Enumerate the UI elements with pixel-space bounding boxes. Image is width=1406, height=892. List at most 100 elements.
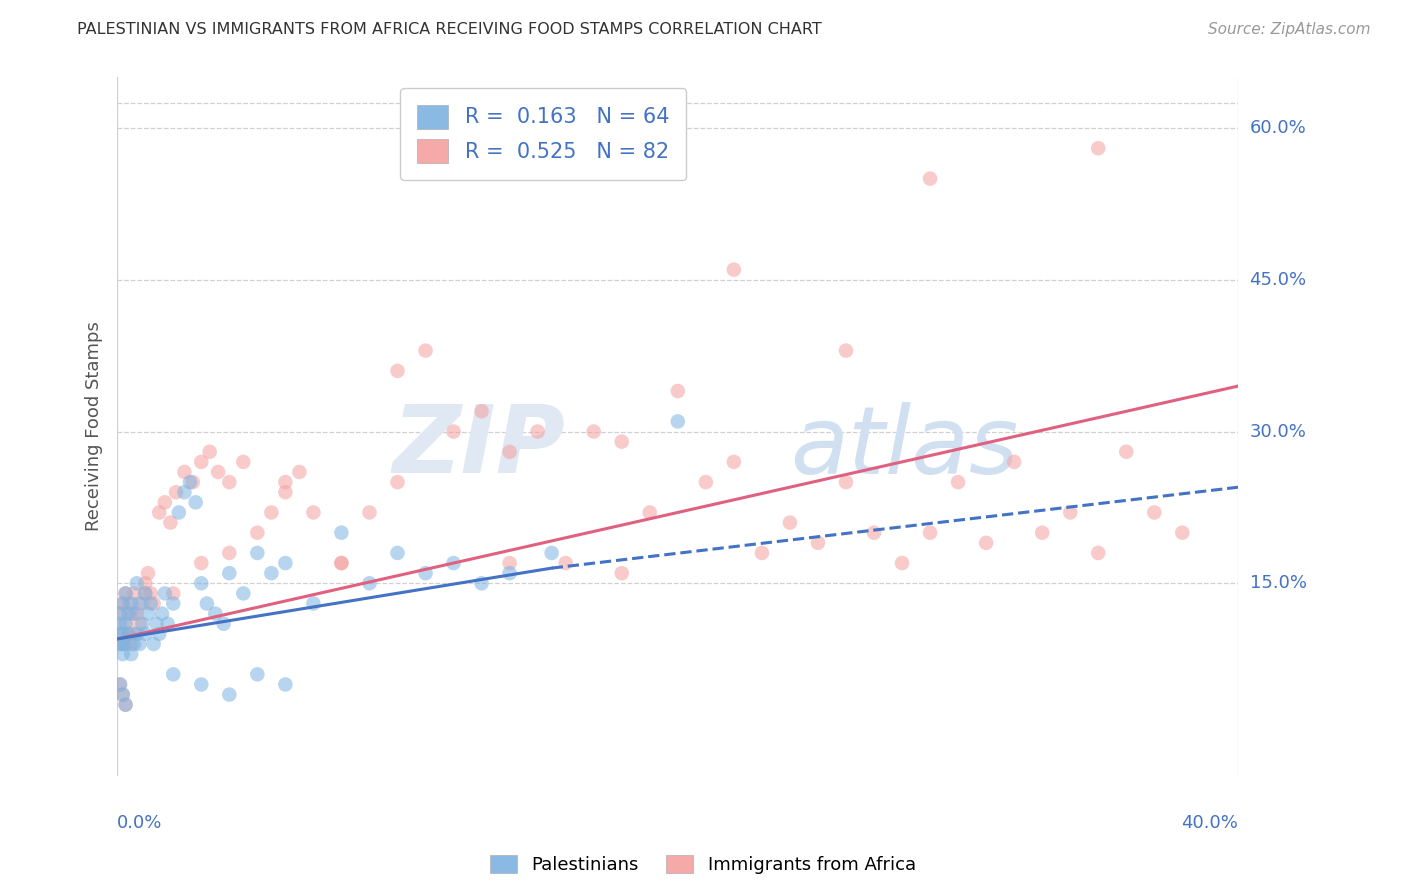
Point bbox=[274, 485, 297, 500]
Point bbox=[274, 475, 297, 489]
Point bbox=[156, 616, 179, 631]
Point bbox=[162, 586, 184, 600]
Point bbox=[134, 576, 156, 591]
Point bbox=[114, 698, 136, 712]
Point bbox=[498, 566, 520, 581]
Point bbox=[111, 627, 134, 641]
Point bbox=[108, 607, 131, 621]
Point bbox=[540, 546, 562, 560]
Point bbox=[108, 637, 131, 651]
Point bbox=[190, 455, 212, 469]
Point bbox=[139, 597, 162, 611]
Point bbox=[122, 627, 145, 641]
Point bbox=[108, 627, 131, 641]
Point bbox=[148, 627, 170, 641]
Point bbox=[162, 597, 184, 611]
Point bbox=[1087, 546, 1109, 560]
Point bbox=[330, 525, 353, 540]
Point bbox=[173, 465, 195, 479]
Point bbox=[184, 495, 207, 509]
Point bbox=[117, 597, 139, 611]
Text: 30.0%: 30.0% bbox=[1250, 423, 1306, 441]
Point bbox=[120, 607, 142, 621]
Point bbox=[920, 171, 942, 186]
Point bbox=[122, 586, 145, 600]
Point bbox=[150, 607, 173, 621]
Point bbox=[139, 586, 162, 600]
Point bbox=[218, 475, 240, 489]
Point bbox=[302, 506, 325, 520]
Point bbox=[111, 688, 134, 702]
Point bbox=[666, 414, 689, 428]
Point bbox=[134, 627, 156, 641]
Point bbox=[274, 556, 297, 570]
Point bbox=[134, 586, 156, 600]
Point bbox=[582, 425, 605, 439]
Point bbox=[131, 616, 153, 631]
Point bbox=[204, 607, 226, 621]
Point bbox=[1031, 525, 1053, 540]
Point bbox=[695, 475, 717, 489]
Point bbox=[128, 616, 150, 631]
Text: 45.0%: 45.0% bbox=[1250, 271, 1306, 289]
Point bbox=[359, 506, 381, 520]
Text: 0.0%: 0.0% bbox=[117, 814, 163, 832]
Text: PALESTINIAN VS IMMIGRANTS FROM AFRICA RECEIVING FOOD STAMPS CORRELATION CHART: PALESTINIAN VS IMMIGRANTS FROM AFRICA RE… bbox=[77, 22, 823, 37]
Point bbox=[891, 556, 914, 570]
Point bbox=[190, 677, 212, 691]
Point bbox=[863, 525, 886, 540]
Text: ZIP: ZIP bbox=[392, 401, 565, 493]
Point bbox=[498, 444, 520, 458]
Point bbox=[120, 637, 142, 651]
Point bbox=[610, 434, 633, 449]
Point bbox=[974, 536, 997, 550]
Point bbox=[232, 455, 254, 469]
Point bbox=[218, 688, 240, 702]
Point bbox=[131, 597, 153, 611]
Point bbox=[134, 586, 156, 600]
Point bbox=[111, 688, 134, 702]
Point bbox=[114, 698, 136, 712]
Point bbox=[835, 343, 858, 358]
Point bbox=[159, 516, 181, 530]
Point bbox=[162, 667, 184, 681]
Point bbox=[835, 475, 858, 489]
Point bbox=[195, 597, 218, 611]
Point bbox=[246, 667, 269, 681]
Point bbox=[114, 586, 136, 600]
Point bbox=[114, 616, 136, 631]
Point bbox=[153, 495, 176, 509]
Point bbox=[148, 506, 170, 520]
Point bbox=[359, 576, 381, 591]
Point bbox=[117, 627, 139, 641]
Point bbox=[117, 627, 139, 641]
Point bbox=[212, 616, 235, 631]
Point bbox=[181, 475, 204, 489]
Point bbox=[218, 566, 240, 581]
Point bbox=[142, 597, 165, 611]
Point bbox=[136, 607, 159, 621]
Point bbox=[114, 616, 136, 631]
Point bbox=[122, 607, 145, 621]
Legend: R =  0.163   N = 64, R =  0.525   N = 82: R = 0.163 N = 64, R = 0.525 N = 82 bbox=[401, 87, 686, 179]
Point bbox=[218, 546, 240, 560]
Point bbox=[779, 516, 801, 530]
Y-axis label: Receiving Food Stamps: Receiving Food Stamps bbox=[86, 321, 103, 532]
Point bbox=[1115, 444, 1137, 458]
Text: 15.0%: 15.0% bbox=[1250, 574, 1306, 592]
Point bbox=[111, 637, 134, 651]
Point bbox=[117, 607, 139, 621]
Point bbox=[1087, 141, 1109, 155]
Point bbox=[1171, 525, 1194, 540]
Point bbox=[610, 566, 633, 581]
Point bbox=[145, 616, 167, 631]
Point bbox=[246, 546, 269, 560]
Point bbox=[387, 364, 409, 378]
Point bbox=[111, 647, 134, 661]
Point bbox=[232, 586, 254, 600]
Point bbox=[723, 455, 745, 469]
Point bbox=[330, 556, 353, 570]
Point bbox=[128, 637, 150, 651]
Point bbox=[122, 637, 145, 651]
Point bbox=[111, 637, 134, 651]
